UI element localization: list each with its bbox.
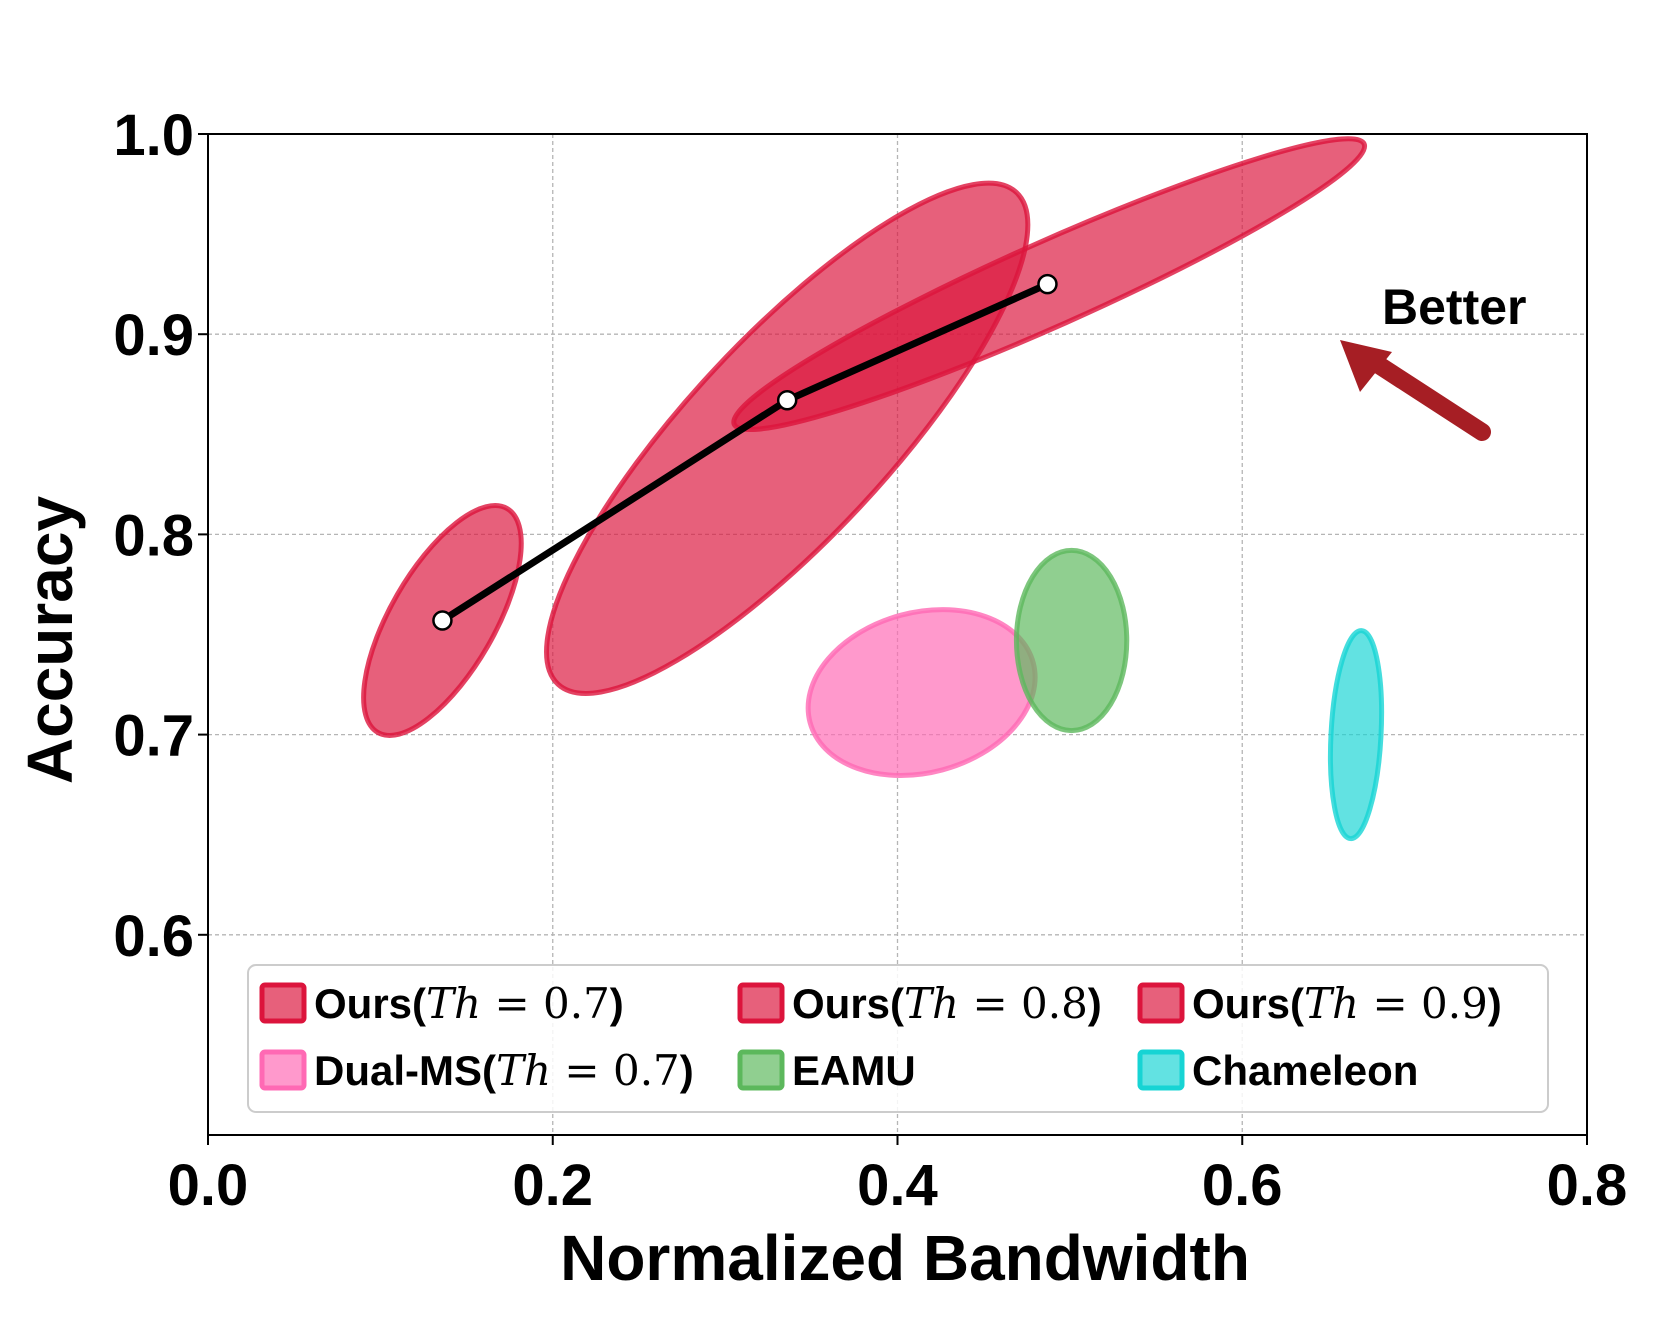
legend-label: Dual-MS(Th = 0.7) [314, 1046, 694, 1095]
legend-swatch [737, 1049, 785, 1091]
legend-label: Ours(Th = 0.9) [1192, 979, 1502, 1028]
y-tick-label: 0.9 [113, 303, 194, 368]
ellipse-dual-ms-3 [805, 607, 1038, 778]
better-annotation: Better [1382, 279, 1526, 335]
y-tick-label: 0.6 [113, 904, 194, 969]
trend-point [776, 390, 798, 411]
y-axis-label: Accuracy [14, 496, 86, 785]
x-tick-label: 0.8 [1547, 1153, 1628, 1218]
legend-frame [247, 964, 1549, 1113]
x-tick-label: 0.2 [512, 1153, 593, 1218]
y-tick-label: 0.7 [113, 704, 194, 769]
legend-swatch [1137, 1049, 1185, 1091]
legend-swatch [259, 982, 307, 1024]
legend-label: EAMU [792, 1047, 916, 1094]
legend-label: Ours(Th = 0.7) [314, 979, 624, 1028]
trend-point [1037, 273, 1058, 295]
legend-swatch [737, 982, 785, 1024]
x-tick-label: 0.0 [168, 1153, 249, 1218]
better-arrow-icon [1340, 340, 1491, 441]
ellipse-chameleon-5 [1327, 628, 1385, 842]
x-tick-label: 0.4 [857, 1153, 938, 1218]
ellipses [361, 136, 1385, 842]
legend: Ours(Th = 0.7) Ours(Th = 0.8) Ours(Th = 0.… [247, 964, 1549, 1113]
ellipse-eamu-4 [1013, 547, 1130, 734]
legend-label: Chameleon [1192, 1047, 1418, 1094]
legend-swatch [1137, 982, 1185, 1024]
x-axis-label: Normalized Bandwidth [560, 1222, 1250, 1294]
ticks: 0.0 0.2 0.4 0.6 0.8 0.6 0.7 0.8 0.9 1.0 [113, 103, 1627, 1218]
trend-point [432, 610, 453, 631]
y-tick-label: 0.8 [113, 503, 194, 568]
y-tick-label: 1.0 [113, 103, 194, 168]
legend-swatch [259, 1049, 307, 1091]
legend-label: Ours(Th = 0.8) [792, 979, 1102, 1028]
x-tick-label: 0.6 [1202, 1153, 1283, 1218]
trend-line-group [432, 273, 1058, 631]
